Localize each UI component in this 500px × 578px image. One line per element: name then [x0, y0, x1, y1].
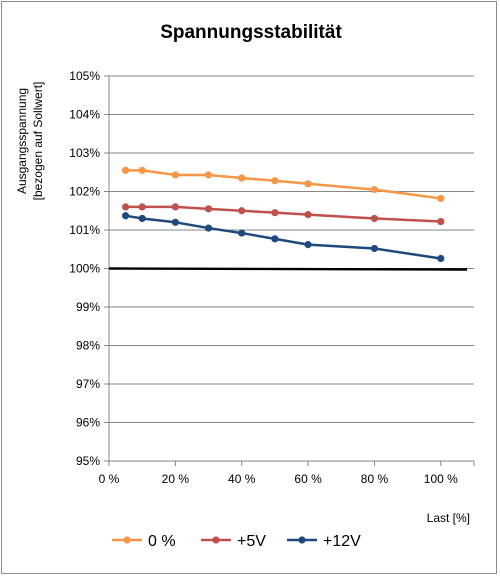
legend-swatch-marker: [212, 536, 220, 544]
series-3: [121, 212, 445, 263]
y-tick-label: 95%: [76, 454, 100, 468]
data-point: [171, 171, 179, 179]
y-tick-label: 99%: [76, 300, 100, 314]
data-point: [121, 166, 130, 174]
data-point: [271, 209, 279, 217]
data-point: [304, 211, 312, 219]
x-tick-label: 0 %: [99, 472, 120, 486]
legend-label: 0 %: [148, 533, 176, 550]
data-point: [121, 212, 130, 220]
series: [108, 166, 468, 271]
legend: 0 % +5V +12V: [112, 533, 361, 550]
data-point: [437, 254, 445, 263]
axes: [104, 75, 475, 466]
legend-item: +12V: [287, 533, 361, 550]
legend-item: 0 %: [112, 533, 176, 550]
legend-item: +5V: [201, 533, 266, 550]
y-tick-label: 104%: [69, 108, 100, 122]
data-point: [370, 185, 379, 194]
y-tick-label: 101%: [69, 223, 100, 237]
data-point: [138, 203, 146, 211]
data-point: [271, 235, 279, 243]
y-tick-label: 100%: [69, 262, 100, 276]
y-tick-label: 97%: [76, 377, 100, 391]
data-point: [437, 194, 445, 203]
data-point: [138, 166, 146, 174]
reference-line: [108, 267, 468, 271]
data-point: [238, 229, 246, 237]
y-axis-label-line-1: Ausgangsspannung: [15, 88, 29, 194]
x-tick-label: 20 %: [162, 472, 190, 486]
data-point: [238, 207, 246, 215]
data-point: [204, 171, 213, 179]
data-point: [138, 214, 146, 223]
data-point: [271, 177, 279, 185]
y-tick-label: 102%: [69, 185, 100, 199]
y-tick-label: 96%: [76, 416, 100, 430]
x-axis-label: Last [%]: [427, 511, 470, 525]
legend-label: +12V: [323, 533, 361, 550]
x-tick-label: 60 %: [294, 472, 322, 486]
data-point: [238, 174, 246, 182]
data-point: [204, 224, 213, 232]
legend-swatch-marker: [123, 536, 131, 544]
data-point: [304, 241, 312, 249]
data-point: [437, 217, 445, 226]
y-axis-label-line-2: [bezogen auf Sollwert]: [31, 82, 45, 201]
x-tick-label: 100 %: [424, 472, 458, 486]
line-chart: Spannungsstabilität Ausgangsspannung [be…: [15, 22, 475, 550]
tick-labels: 95% 96% 97% 98% 99% 100% 101% 102% 103% 104% 105% 0…: [69, 69, 458, 486]
data-point: [304, 180, 312, 188]
data-point: [121, 203, 130, 211]
data-point: [370, 244, 379, 253]
data-point: [370, 214, 379, 223]
legend-label: +5V: [237, 533, 266, 550]
y-tick-label: 103%: [69, 146, 100, 160]
series-2: [121, 203, 445, 226]
legend-swatch-marker: [298, 536, 306, 544]
chart-title: Spannungsstabilität: [160, 22, 342, 43]
data-point: [171, 218, 179, 226]
data-point: [171, 203, 179, 211]
data-point: [204, 205, 213, 213]
y-tick-label: 98%: [76, 339, 100, 353]
x-tick-label: 40 %: [228, 472, 256, 486]
series-1: [121, 166, 445, 203]
y-tick-label: 105%: [69, 69, 100, 83]
x-tick-label: 80 %: [361, 472, 389, 486]
